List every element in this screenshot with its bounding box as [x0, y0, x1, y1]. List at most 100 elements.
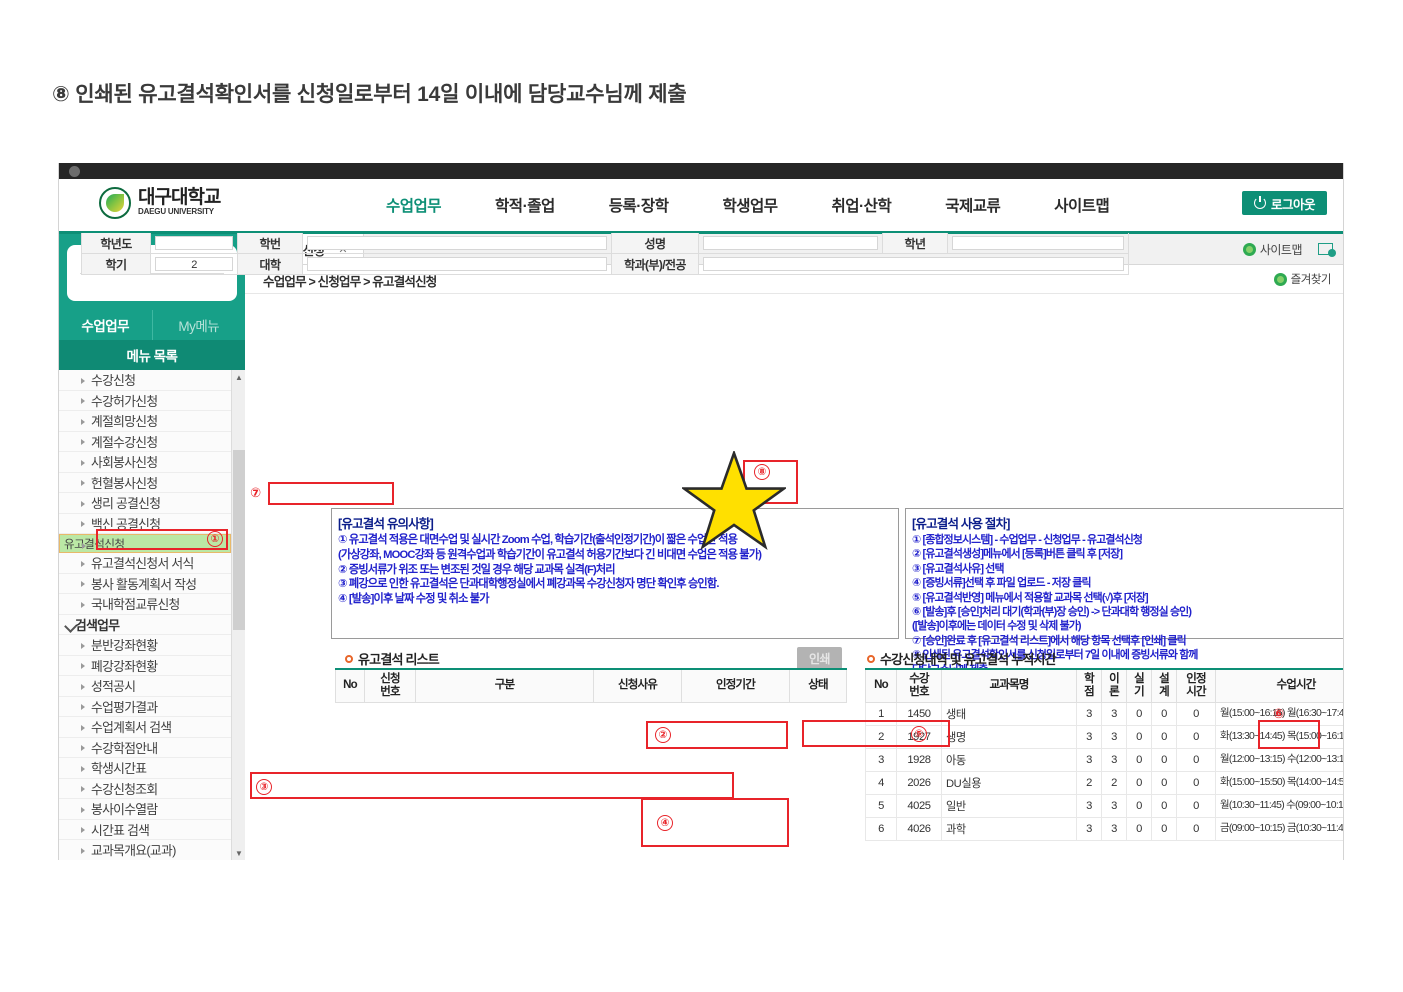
sitemap-link[interactable]: 사이트맵	[1242, 241, 1303, 258]
notice-procedure-title: [유고결석 사용 절차]	[912, 517, 1010, 531]
cell-empty	[365, 702, 416, 725]
table-row[interactable]: 6 4026 과학 3 3 0 0 0 금(09:00~10:15) 금(10:30~11:45…	[865, 816, 1343, 841]
cell-course-no: 4026	[896, 816, 942, 841]
sidebar-item-20[interactable]: 수강신청조회	[59, 778, 231, 799]
notice-precautions: [유고결석 유의사항] ① 유고결석 적용은 대면수업 및 실시간 Zoom 수…	[331, 508, 899, 639]
nav-item-사이트맵[interactable]: 사이트맵	[1054, 198, 1110, 215]
input-학과부전공[interactable]	[703, 257, 1124, 271]
nav-item-학적졸업[interactable]: 학적·졸업	[495, 198, 555, 215]
sidebar-item-19[interactable]: 학생시간표	[59, 758, 231, 779]
table-row[interactable]: 3 1928 아동 3 3 0 0 0 월(12:00~13:15) 수(12:00~13:15…	[865, 747, 1343, 772]
cell-theory: 3	[1101, 701, 1127, 726]
nav-item-등록장학[interactable]: 등록·장학	[608, 198, 669, 215]
th-course-name: 교과목명	[941, 670, 1077, 703]
sidebar-item-7[interactable]: 백신 공결신청	[59, 513, 231, 534]
sidebar-item-18[interactable]: 수강학점안내	[59, 737, 231, 758]
notice-precautions-line-1: (가상강좌, MOOC강좌 등 원격수업과 학습기간이 유고결석 허용기간보다 …	[338, 548, 762, 561]
nav-item-수업업무[interactable]: 수업업무	[386, 198, 442, 215]
th-no: No	[865, 670, 897, 703]
sidebar-item-14[interactable]: 폐강강좌현황	[59, 655, 231, 676]
sidebar-scrollbar[interactable]: ▲ ▼	[231, 370, 245, 860]
cell-empty	[682, 813, 790, 835]
cell-no: 3	[865, 747, 897, 772]
sidebar-item-12[interactable]: 검색업무	[59, 614, 231, 635]
input-학기[interactable]: 2	[155, 257, 233, 271]
nav-item-취업산학[interactable]: 취업·산학	[831, 198, 892, 215]
site-header: 대구대학교 DAEGU UNIVERSITY 수업업무 학적·졸업 등록·장학 …	[59, 179, 1343, 234]
th-status: 상태	[789, 670, 847, 703]
sidebar-item-8[interactable]: 유고결석신청	[59, 534, 231, 553]
label-성명: 성명	[611, 231, 699, 254]
cell-대학	[302, 253, 612, 275]
notice-precautions-title: [유고결석 유의사항]	[338, 517, 434, 531]
scroll-up-icon[interactable]: ▲	[235, 372, 243, 382]
table-row[interactable]: 5 4025 일반 3 3 0 0 0 월(10:30~11:45) 수(09:00~10:15…	[865, 793, 1343, 818]
sidebar-item-2[interactable]: 계절희망신청	[59, 411, 231, 432]
nav-item-국제교류[interactable]: 국제교류	[945, 198, 1001, 215]
sidebar-item-3[interactable]: 계절수강신청	[59, 431, 231, 452]
cell-empty	[336, 702, 365, 725]
sidebar-item-11[interactable]: 국내학점교류신청	[59, 594, 231, 615]
sidebar-item-6[interactable]: 생리 공결신청	[59, 493, 231, 514]
input-학번[interactable]	[307, 236, 607, 250]
cell-학과부전공	[698, 253, 1129, 275]
favorite-icon	[1273, 272, 1287, 286]
sidebar-item-0[interactable]: 수강신청	[59, 370, 231, 391]
table-row-empty	[336, 813, 847, 835]
sidebar-tab-mymenu[interactable]: My메뉴	[151, 310, 246, 340]
sidebar-item-22[interactable]: 시간표 검색	[59, 819, 231, 840]
sidebar-item-4[interactable]: 사회봉사신청	[59, 452, 231, 473]
input-성명[interactable]	[703, 236, 878, 250]
cell-credit: 3	[1076, 747, 1102, 772]
cell-학기: 2	[150, 253, 238, 275]
notice-precautions-line-0: ① 유고결석 적용은 대면수업 및 실시간 Zoom 수업, 학습기간(출석인정…	[338, 534, 738, 546]
sidebar-item-label: 유고결석신청서 서식	[91, 556, 194, 572]
sidebar-item-13[interactable]: 분반강좌현황	[59, 635, 231, 656]
sidebar-item-21[interactable]: 봉사이수열람	[59, 799, 231, 820]
cell-classtime: 월(12:00~13:15) 수(12:00~13:15)	[1215, 747, 1343, 772]
sidebar-item-5[interactable]: 헌혈봉사신청	[59, 472, 231, 493]
cell-credit: 2	[1076, 770, 1102, 795]
favorite-button[interactable]: 즐겨찾기	[1273, 271, 1332, 287]
cell-no: 6	[865, 816, 897, 841]
label-학년: 학년	[882, 231, 948, 254]
input-학년[interactable]	[952, 236, 1124, 250]
sidebar-item-15[interactable]: 성적공시	[59, 676, 231, 697]
sidebar-item-10[interactable]: 봉사 활동계획서 작성	[59, 573, 231, 594]
sidebar-item-23[interactable]: 교과목개요(교과)	[59, 840, 231, 860]
input-학년도[interactable]	[155, 236, 233, 250]
table-row[interactable]: 4 2026 DU실용 2 2 0 0 0 화(15:00~15:50) 목(14:00~14:…	[865, 770, 1343, 795]
cell-theory: 3	[1101, 747, 1127, 772]
sidebar-item-label: 봉사 활동계획서 작성	[91, 576, 197, 592]
scroll-down-icon[interactable]: ▼	[235, 848, 243, 858]
notice-procedure-line-5: ⑥ [발송]후 [승인]처리 대기(학과(부)장 승인) -> 단과대학 행정실…	[912, 605, 1192, 618]
cell-empty	[336, 769, 365, 791]
sidebar-item-9[interactable]: 유고결석신청서 서식	[59, 553, 231, 574]
notice-procedure: [유고결석 사용 절차] ① [종합정보시스템] - 수업업무 - 신청업무 -…	[905, 508, 1343, 676]
print-button[interactable]: 인쇄	[797, 647, 842, 670]
cell-학년	[947, 231, 1129, 254]
cell-theory: 2	[1101, 770, 1127, 795]
sidebar-item-17[interactable]: 수업계획서 검색	[59, 717, 231, 738]
info-row-2: 학기 2 대학 학과(부)/전공	[81, 253, 1129, 275]
brand-logo[interactable]: 대구대학교 DAEGU UNIVERSITY	[99, 187, 221, 219]
table-row[interactable]: 2 1927 생명 3 3 0 0 0 화(13:30~14:45) 목(15:00~16:15…	[865, 724, 1343, 749]
sidebar-item-16[interactable]: 수업평가결과	[59, 696, 231, 717]
cell-credit: 3	[1076, 793, 1102, 818]
cell-empty	[416, 791, 594, 813]
cell-hours: 0	[1176, 724, 1216, 749]
sidebar-item-label: 유고결석신청	[64, 538, 125, 551]
sidebar-tab-primary[interactable]: 수업업무	[81, 319, 130, 334]
cell-empty	[790, 791, 847, 813]
sidebar-item-1[interactable]: 수강허가신청	[59, 390, 231, 411]
sidebar-item-label: 학생시간표	[91, 761, 147, 777]
input-대학[interactable]	[307, 257, 607, 271]
highlight-star-icon	[682, 451, 786, 551]
logout-button[interactable]: 로그아웃	[1241, 191, 1327, 215]
close-all-windows-icon[interactable]	[1318, 243, 1336, 257]
sitemap-icon	[1242, 242, 1256, 256]
scrollbar-thumb[interactable]	[233, 450, 245, 630]
nav-item-학생업무[interactable]: 학생업무	[722, 198, 778, 215]
cell-course-name: 생태	[941, 701, 1077, 726]
